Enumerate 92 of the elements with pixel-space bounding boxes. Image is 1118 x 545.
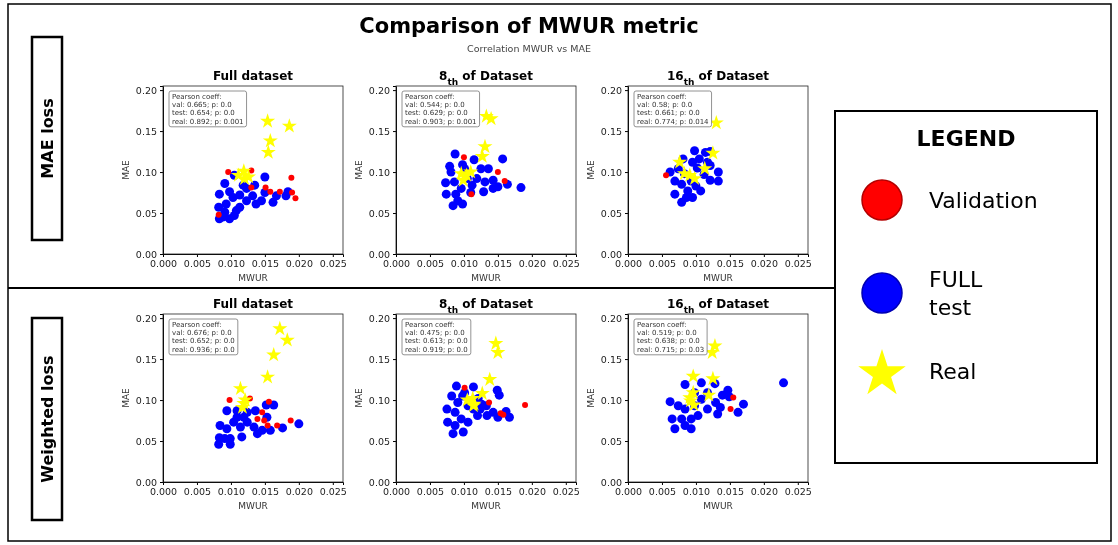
x-tick-label: 0.025 bbox=[319, 485, 347, 497]
y-tick-label: 0.05 bbox=[135, 207, 157, 219]
y-tick-label: 0.20 bbox=[600, 84, 622, 96]
y-tick-label: 0.20 bbox=[368, 312, 390, 324]
x-tick-label: 0.020 bbox=[285, 257, 313, 269]
x-tick-label: 0.025 bbox=[784, 485, 812, 497]
x-axis-title: MWUR bbox=[238, 501, 268, 511]
x-tick-label: 0.000 bbox=[149, 485, 178, 497]
x-tick-label: 0.010 bbox=[217, 485, 246, 497]
y-axis-title: MAE bbox=[121, 387, 131, 408]
y-tick-label: 0.20 bbox=[135, 84, 157, 96]
y-axis-title: MAE bbox=[121, 159, 131, 180]
text: Correlation MWUR vs MAE bbox=[467, 43, 591, 54]
x-tick-label: 0.015 bbox=[484, 257, 512, 269]
chart-title: 16$_{th}$ of Dataset bbox=[666, 297, 770, 315]
x-tick-label: 0.025 bbox=[784, 257, 812, 269]
y-tick-label: 0.15 bbox=[368, 353, 390, 365]
x-tick-label: 0.015 bbox=[716, 485, 744, 497]
x-axis-title: MWUR bbox=[471, 501, 501, 511]
y-tick-label: 0.10 bbox=[600, 166, 622, 178]
x-tick-label: 0.005 bbox=[648, 257, 677, 269]
x-tick-label: 0.010 bbox=[682, 257, 711, 269]
chart-title: Full dataset bbox=[212, 69, 294, 83]
x-tick-label: 0.000 bbox=[382, 257, 411, 269]
y-tick-label: 0.15 bbox=[135, 353, 157, 365]
x-tick-label: 0.020 bbox=[518, 485, 546, 497]
y-tick-label: 0.00 bbox=[600, 476, 622, 488]
x-tick-label: 0.005 bbox=[416, 485, 445, 497]
y-axis-title: MAE bbox=[354, 387, 364, 408]
y-tick-label: 0.00 bbox=[368, 248, 390, 260]
x-axis-title: MWUR bbox=[703, 501, 733, 511]
y-tick-label: 0.00 bbox=[368, 476, 390, 488]
x-tick-label: 0.010 bbox=[217, 257, 246, 269]
y-tick-label: 0.20 bbox=[135, 312, 157, 324]
text: Comparison of MWUR metric bbox=[359, 14, 699, 38]
y-tick-label: 0.05 bbox=[600, 435, 622, 447]
y-tick-label: 0.00 bbox=[135, 248, 157, 260]
y-tick-label: 0.10 bbox=[368, 394, 390, 406]
x-tick-label: 0.000 bbox=[614, 257, 643, 269]
x-axis-title: MWUR bbox=[471, 273, 501, 283]
y-axis-title: MAE bbox=[586, 159, 596, 180]
y-tick-label: 0.10 bbox=[600, 394, 622, 406]
y-axis-title: MAE bbox=[354, 159, 364, 180]
legend-label: Validation bbox=[929, 188, 1038, 213]
legend-title: LEGEND bbox=[916, 126, 1016, 151]
chart-title: 16$_{th}$ of Dataset bbox=[666, 69, 770, 87]
x-tick-label: 0.015 bbox=[251, 257, 279, 269]
y-tick-label: 0.05 bbox=[368, 207, 390, 219]
legend-label: FULL test bbox=[929, 267, 984, 320]
y-tick-label: 0.10 bbox=[135, 394, 157, 406]
x-tick-label: 0.010 bbox=[450, 485, 479, 497]
x-tick-label: 0.000 bbox=[382, 485, 411, 497]
text: MAE loss bbox=[38, 98, 57, 179]
y-tick-label: 0.05 bbox=[600, 207, 622, 219]
y-tick-label: 0.05 bbox=[135, 435, 157, 447]
x-tick-label: 0.025 bbox=[552, 257, 580, 269]
x-tick-label: 0.015 bbox=[484, 485, 512, 497]
x-axis-title: MWUR bbox=[703, 273, 733, 283]
x-axis-title: MWUR bbox=[238, 273, 268, 283]
y-tick-label: 0.20 bbox=[368, 84, 390, 96]
x-tick-label: 0.025 bbox=[319, 257, 347, 269]
x-tick-label: 0.005 bbox=[648, 485, 677, 497]
x-tick-label: 0.005 bbox=[183, 485, 212, 497]
y-tick-label: 0.10 bbox=[368, 166, 390, 178]
x-tick-label: 0.020 bbox=[750, 485, 778, 497]
chart-title: 8$_{th}$ of Dataset bbox=[439, 69, 534, 87]
x-tick-label: 0.005 bbox=[416, 257, 445, 269]
text: Weighted loss bbox=[38, 355, 57, 483]
y-tick-label: 0.15 bbox=[600, 353, 622, 365]
y-tick-label: 0.20 bbox=[600, 312, 622, 324]
y-tick-label: 0.10 bbox=[135, 166, 157, 178]
y-tick-label: 0.05 bbox=[368, 435, 390, 447]
x-tick-label: 0.025 bbox=[552, 485, 580, 497]
x-tick-label: 0.020 bbox=[518, 257, 546, 269]
legend-label: Real bbox=[929, 359, 977, 384]
y-axis-title: MAE bbox=[586, 387, 596, 408]
x-tick-label: 0.005 bbox=[183, 257, 212, 269]
y-tick-label: 0.00 bbox=[135, 476, 157, 488]
x-tick-label: 0.015 bbox=[251, 485, 279, 497]
y-tick-label: 0.15 bbox=[135, 125, 157, 137]
y-tick-label: 0.15 bbox=[600, 125, 622, 137]
x-tick-label: 0.000 bbox=[149, 257, 178, 269]
x-tick-label: 0.000 bbox=[614, 485, 643, 497]
x-tick-label: 0.020 bbox=[750, 257, 778, 269]
chart-title: 8$_{th}$ of Dataset bbox=[439, 297, 534, 315]
x-tick-label: 0.010 bbox=[450, 257, 479, 269]
x-tick-label: 0.015 bbox=[716, 257, 744, 269]
y-tick-label: 0.15 bbox=[368, 125, 390, 137]
chart-title: Full dataset bbox=[212, 297, 294, 311]
x-tick-label: 0.010 bbox=[682, 485, 711, 497]
x-tick-label: 0.020 bbox=[285, 485, 313, 497]
y-tick-label: 0.00 bbox=[600, 248, 622, 260]
